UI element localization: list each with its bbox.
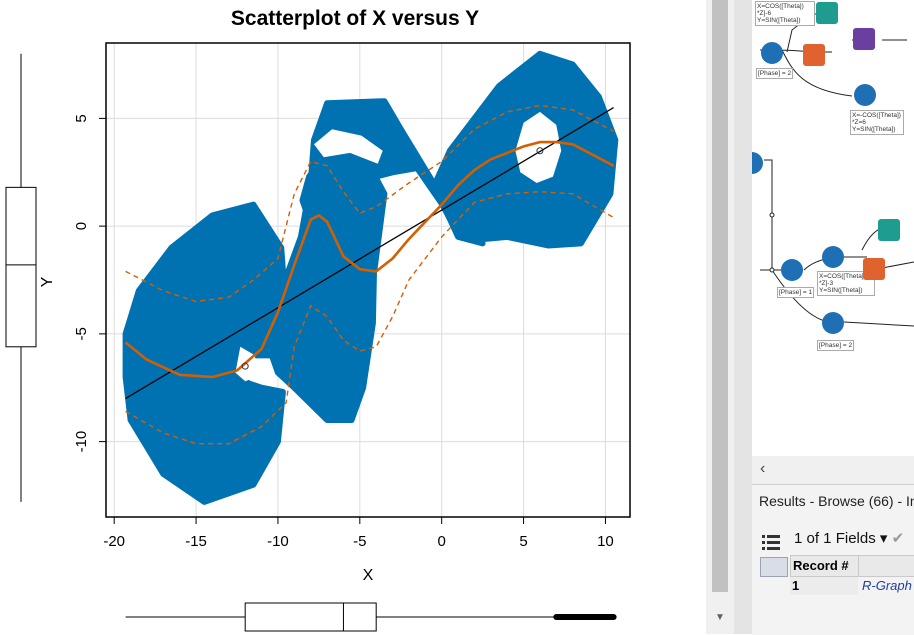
formula-tool-icon[interactable]: [854, 84, 876, 106]
fields-selector[interactable]: 1 of 1 Fields ▾ ✔: [794, 529, 904, 547]
panel-divider[interactable]: [734, 0, 752, 634]
scroll-down-arrow-icon[interactable]: ▼: [715, 612, 725, 623]
fit-lines: [124, 107, 615, 400]
canvas-annotation[interactable]: X=COS([Theta]) *Z]-6 Y=SIN([Theta]): [755, 1, 815, 26]
x-tick-label: 5: [519, 533, 527, 550]
y-box: [5, 186, 37, 348]
x-marginal-boxplot: [125, 602, 617, 632]
check-icon[interactable]: ✔: [891, 530, 905, 547]
data-point-cloud: [122, 50, 619, 505]
canvas-annotation[interactable]: [Phase] = 1: [777, 287, 815, 298]
fields-count-label: 1 of 1 Fields: [794, 530, 876, 547]
y-tick-label: 5: [73, 114, 90, 122]
y-tick-label: 0: [73, 222, 90, 230]
y-tick-label: -10: [73, 431, 90, 453]
canvas-annotation[interactable]: X=-COS([Theta]) *Z=6 Y=SIN([Theta]): [850, 110, 904, 135]
x-box: [244, 602, 377, 632]
x-tick-label: 0: [438, 533, 446, 550]
plot-gap-region: [515, 111, 562, 183]
lower-band-line: [125, 190, 614, 445]
canvas-annotation[interactable]: [Phase] = 2: [756, 68, 794, 79]
x-tick-label: -5: [353, 533, 366, 550]
x-tick-label: -10: [267, 533, 289, 550]
y-axis-label: Y: [39, 276, 56, 287]
highlighted-points: [241, 147, 544, 370]
scatterplot-chart: Scatterplot of X versus Y -20 -15 -10 -5 0 5 1…: [5, 7, 631, 632]
data-point-region: [299, 158, 388, 286]
chart-title: Scatterplot of X versus Y: [231, 7, 479, 30]
y-tick-label: -5: [73, 327, 90, 340]
input-tool-icon[interactable]: [752, 152, 763, 174]
formula-tool-icon[interactable]: [822, 312, 844, 334]
dropdown-caret-icon[interactable]: ▾: [879, 530, 888, 547]
x-axis-label: X: [363, 567, 374, 584]
binoculars-icon[interactable]: [760, 557, 788, 577]
scrollbar-thumb[interactable]: [712, 0, 728, 592]
row-graph-value[interactable]: R-Graph: [862, 578, 912, 593]
y-marginal-boxplot: [5, 53, 37, 502]
results-toolbar: 1 of 1 Fields ▾ ✔: [752, 525, 914, 555]
row-number: 1: [790, 577, 858, 595]
vertical-scrollbar[interactable]: ▼: [706, 0, 734, 634]
x-tick-label: -15: [185, 533, 207, 550]
results-header: Results - Browse (66) - In: [759, 493, 914, 509]
x-axis-ticks: -20 -15 -10 -5 0 5 10: [103, 517, 614, 550]
formula-tool-icon[interactable]: [822, 246, 844, 268]
upper-band-line: [125, 104, 614, 303]
summarize-tool-icon[interactable]: [803, 44, 825, 66]
x-tick-label: -20: [103, 533, 125, 550]
highlighted-point: [241, 362, 249, 370]
workflow-canvas[interactable]: X=COS([Theta]) *Z]-6 Y=SIN([Theta]) [Pha…: [752, 0, 914, 456]
scroll-left-arrow-icon[interactable]: ‹: [760, 460, 766, 477]
results-panel: Results - Browse (66) - In 1 of 1 Fields…: [752, 484, 914, 635]
plot-gap-region: [314, 129, 383, 164]
formula-tool-icon[interactable]: [781, 259, 803, 281]
smooth-confidence-band: [125, 104, 614, 445]
browse-tool-icon[interactable]: [816, 2, 838, 24]
canvas-annotation[interactable]: [Phase] = 2: [817, 340, 855, 351]
data-point-region: [122, 201, 290, 505]
highlighted-point: [536, 147, 544, 155]
formula-tool-icon[interactable]: [761, 42, 783, 64]
results-grid: Record # 1 R-Graph: [752, 555, 914, 635]
summarize-tool-icon[interactable]: [863, 258, 885, 280]
r-tool-icon[interactable]: [853, 28, 875, 50]
plot-frame: [105, 42, 631, 518]
browse-tool-icon[interactable]: [878, 219, 900, 241]
field-list-icon[interactable]: [762, 533, 780, 551]
horizontal-scrollbar[interactable]: ‹: [752, 456, 914, 484]
column-header-graph[interactable]: [858, 555, 914, 577]
x-tick-label: 10: [597, 533, 614, 550]
smooth-line: [124, 140, 615, 379]
y-axis-ticks: 5 0 -5 -10: [73, 114, 106, 452]
column-header-record[interactable]: Record #: [790, 555, 860, 577]
regression-line: [125, 107, 614, 400]
